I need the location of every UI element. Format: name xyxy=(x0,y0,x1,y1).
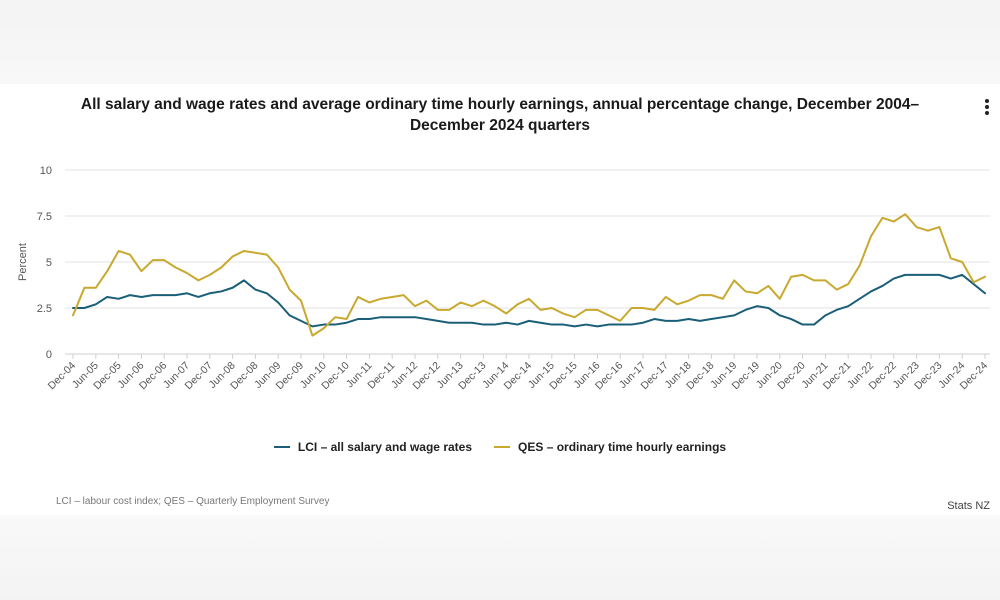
chart-card xyxy=(0,84,1000,515)
y-tick-label: 5 xyxy=(46,257,52,269)
axes xyxy=(65,353,990,359)
chart-title: All salary and wage rates and average or… xyxy=(80,96,920,134)
legend-label-lci: LCI – all salary and wage rates xyxy=(297,440,473,454)
legend-item-qes[interactable]: QES – ordinary time hourly earnings xyxy=(494,440,726,454)
bottom-band xyxy=(0,515,1000,600)
y-axis-label: Percent xyxy=(17,243,29,281)
vertical-ellipsis-icon xyxy=(985,99,989,103)
series-line-lci xyxy=(72,273,986,328)
y-tick-label: 7.5 xyxy=(37,211,52,223)
source-label: Stats NZ xyxy=(947,500,990,512)
vertical-ellipsis-dot xyxy=(985,111,989,115)
legend-swatch-qes xyxy=(494,445,511,449)
chart-menu-button[interactable] xyxy=(979,97,995,121)
y-tick-label: 0 xyxy=(46,349,52,361)
x-tick-labels: Dec-04Jun-05Dec-05Jun-06Dec-06Jun-07Dec-… xyxy=(46,360,991,393)
grid-lines xyxy=(65,169,990,309)
legend-item-lci[interactable]: LCI – all salary and wage rates xyxy=(273,440,473,454)
y-tick-label: 2.5 xyxy=(37,303,52,315)
series-line-qes xyxy=(72,213,986,337)
footnote: LCI – labour cost index; QES – Quarterly… xyxy=(56,496,330,507)
y-tick-label: 10 xyxy=(40,165,52,177)
series-lines xyxy=(72,213,986,337)
legend-label-qes: QES – ordinary time hourly earnings xyxy=(518,440,727,454)
top-band xyxy=(0,0,1000,84)
legend-swatch-lci xyxy=(273,445,290,449)
y-tick-labels: 0 2.5 5 7.5 10 xyxy=(37,165,52,361)
legend: LCI – all salary and wage rates QES – or… xyxy=(0,440,1000,454)
vertical-ellipsis-dot xyxy=(985,105,989,109)
